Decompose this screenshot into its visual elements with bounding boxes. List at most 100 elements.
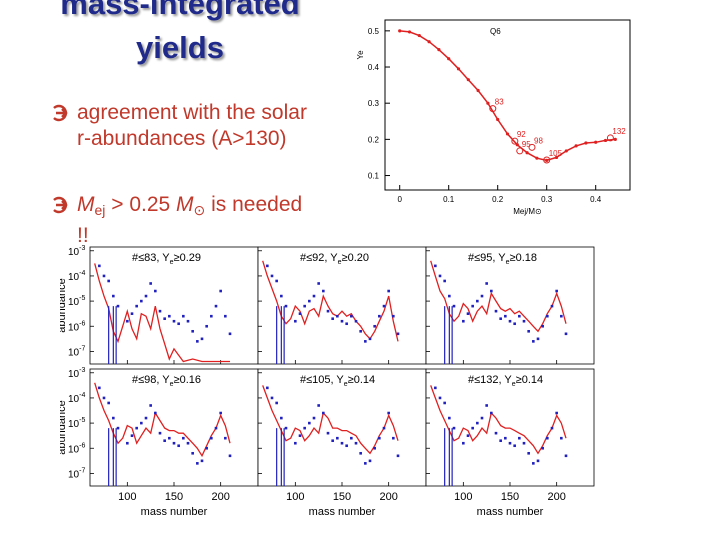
solar-abundance-point (499, 317, 502, 321)
abundance-panel (89, 368, 259, 487)
solar-abundance-point (200, 459, 204, 463)
model-abundance-line (262, 260, 399, 342)
solar-abundance-point (373, 446, 376, 450)
annotation-label: 105 (549, 149, 563, 158)
solar-abundance-point (480, 416, 484, 420)
solar-abundance-point (490, 289, 493, 293)
solar-abundance-point (387, 411, 390, 415)
solar-abundance-point (518, 314, 521, 318)
solar-abundance-point (340, 319, 344, 323)
ye-vs-mej-chart: 0 0.1 0.2 0.3 0.4 0.1 0.2 0.3 0.4 0.5 Mej/M⊙ Ye Q6 83… (356, 19, 631, 216)
solar-abundance-point (443, 401, 446, 405)
solar-abundance-point (168, 436, 171, 440)
chart-frame (384, 19, 631, 191)
solar-abundance-point (182, 314, 185, 318)
solar-abundance-point (546, 314, 549, 318)
solar-abundance-point (536, 459, 540, 463)
panel-label: #≤132, Ye≥0.14 (468, 374, 543, 388)
solar-abundance-point (200, 337, 204, 341)
solar-abundance-point (452, 426, 456, 430)
solar-abundance-point (322, 411, 325, 415)
solar-abundance-point (214, 304, 218, 308)
solar-abundance-point (210, 314, 213, 318)
solar-abundance-point (564, 454, 568, 458)
bullet-mass-needed-text: Mej > 0.25 M⊙ is needed !! (77, 192, 317, 249)
solar-abundance-point (303, 426, 306, 430)
solar-abundance-point (494, 309, 498, 313)
solar-abundance-point (560, 314, 563, 318)
solar-abundance-point (555, 411, 558, 415)
solar-abundance-point (177, 322, 180, 326)
solar-abundance-point (522, 319, 526, 323)
y-tick-label: 10-3 (68, 367, 85, 380)
solar-abundance-point (196, 340, 199, 343)
solar-abundance-point (308, 299, 311, 303)
solar-abundance-point (345, 322, 348, 326)
solar-abundance-point (107, 401, 110, 405)
x-axis-label: mass number (477, 506, 544, 518)
panel-label: #≤105, Ye≥0.14 (300, 374, 375, 388)
solar-abundance-point (480, 294, 484, 298)
y-tick-label: 10-5 (68, 295, 85, 308)
solar-abundance-point (228, 454, 232, 458)
x-axis-label: mass number (141, 506, 208, 518)
ye-data-point (417, 33, 421, 38)
annotation-marker (606, 134, 614, 142)
solar-abundance-point (163, 317, 166, 321)
solar-abundance-point (158, 309, 162, 313)
solar-abundance-point (336, 314, 339, 318)
solar-abundance-point (280, 294, 283, 298)
solar-abundance-point (518, 436, 521, 440)
solar-abundance-point (513, 322, 516, 326)
y-tick-label: 10-6 (68, 442, 85, 455)
y-tick-label: 0.2 (368, 135, 380, 144)
solar-abundance-point (345, 444, 348, 448)
inequality: > 0.25 (105, 193, 177, 216)
annotation-marker (511, 137, 519, 145)
solar-abundance-point (298, 312, 302, 315)
solar-abundance-point (466, 312, 470, 315)
ye-data-point (584, 141, 588, 145)
solar-abundance-point (98, 386, 101, 390)
model-abundance-line (94, 382, 231, 458)
solar-abundance-point (210, 436, 213, 440)
solar-abundance-point (396, 332, 400, 336)
solar-abundance-point (214, 426, 218, 430)
ye-data-point (427, 40, 431, 44)
solar-abundance-point (485, 282, 488, 285)
solar-abundance-point (476, 421, 479, 425)
solar-abundance-point (350, 314, 353, 318)
solar-abundance-point (280, 416, 283, 420)
annotation-label: 132 (612, 127, 626, 136)
solar-abundance-point (373, 324, 376, 328)
solar-abundance-point (336, 436, 339, 440)
solar-abundance-point (368, 459, 372, 463)
solar-abundance-point (154, 289, 157, 293)
solar-abundance-point (322, 289, 325, 293)
annotation-label: 98 (534, 136, 543, 145)
solar-abundance-point (438, 396, 442, 400)
solar-abundance-point (168, 314, 171, 318)
solar-abundance-point (354, 319, 358, 323)
solar-abundance-point (522, 441, 526, 445)
annotation-marker (489, 105, 497, 113)
solar-abundance-point (536, 337, 540, 341)
x-tick-label: 200 (379, 491, 397, 503)
panel-label: #≤92, Ye≥0.20 (300, 252, 369, 266)
slide-title-line2: yields (136, 30, 224, 65)
solar-abundance-point (494, 431, 498, 435)
solar-abundance-point (112, 416, 115, 420)
model-abundance-line (262, 385, 399, 455)
solar-abundance-point (191, 451, 194, 455)
solar-abundance-point (350, 436, 353, 440)
solar-abundance-point (116, 304, 120, 308)
abundance-panel (89, 246, 259, 365)
solar-abundance-point (284, 426, 288, 430)
solar-abundance-point (452, 304, 456, 308)
solar-abundance-point (382, 426, 386, 430)
x-tick-label: 0 (397, 195, 402, 204)
solar-abundance-point (130, 312, 134, 315)
ye-data-point (486, 101, 490, 105)
solar-abundance-point (504, 436, 507, 440)
solar-abundance-point (564, 332, 568, 336)
